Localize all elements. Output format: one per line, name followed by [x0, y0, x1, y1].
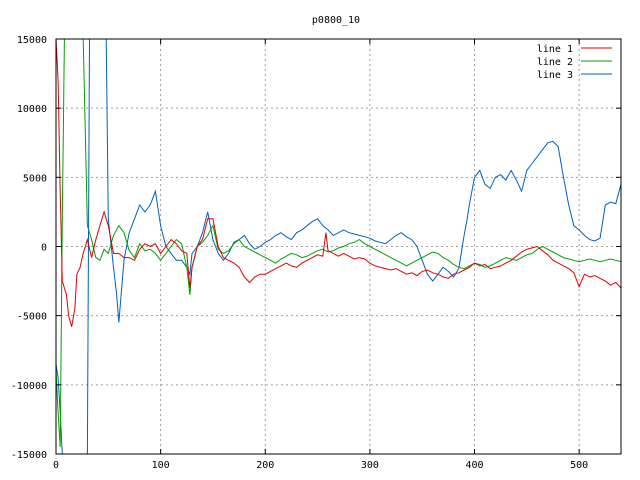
legend-label-2: line 2: [537, 57, 573, 68]
legend-label-1: line 1: [537, 44, 573, 55]
series-line-3: [56, 39, 621, 454]
series-layer: [56, 39, 621, 454]
x-tick-label: 500: [570, 460, 588, 471]
y-tick-label: 10000: [17, 104, 47, 115]
x-tick-label: 100: [152, 460, 170, 471]
ticks: 0 100 200 300 400 500 -15000 -10000 -5000 0 5000 10…: [11, 35, 621, 471]
y-tick-label: 0: [41, 243, 47, 254]
x-tick-label: 0: [53, 460, 59, 471]
y-tick-label: -15000: [11, 450, 47, 461]
series-line-1: [56, 39, 621, 327]
x-tick-label: 400: [465, 460, 483, 471]
grid: [56, 39, 621, 454]
y-tick-label: -5000: [17, 312, 47, 323]
x-tick-label: 300: [361, 460, 379, 471]
chart-title: p0800_10: [312, 15, 360, 26]
legend: line 1 line 2 line 3: [537, 44, 612, 81]
y-tick-label: -10000: [11, 381, 47, 392]
y-tick-label: 5000: [23, 173, 47, 184]
legend-label-3: line 3: [537, 70, 573, 81]
y-tick-label: 15000: [17, 35, 47, 46]
series-line-2: [56, 39, 621, 448]
x-tick-label: 200: [256, 460, 274, 471]
